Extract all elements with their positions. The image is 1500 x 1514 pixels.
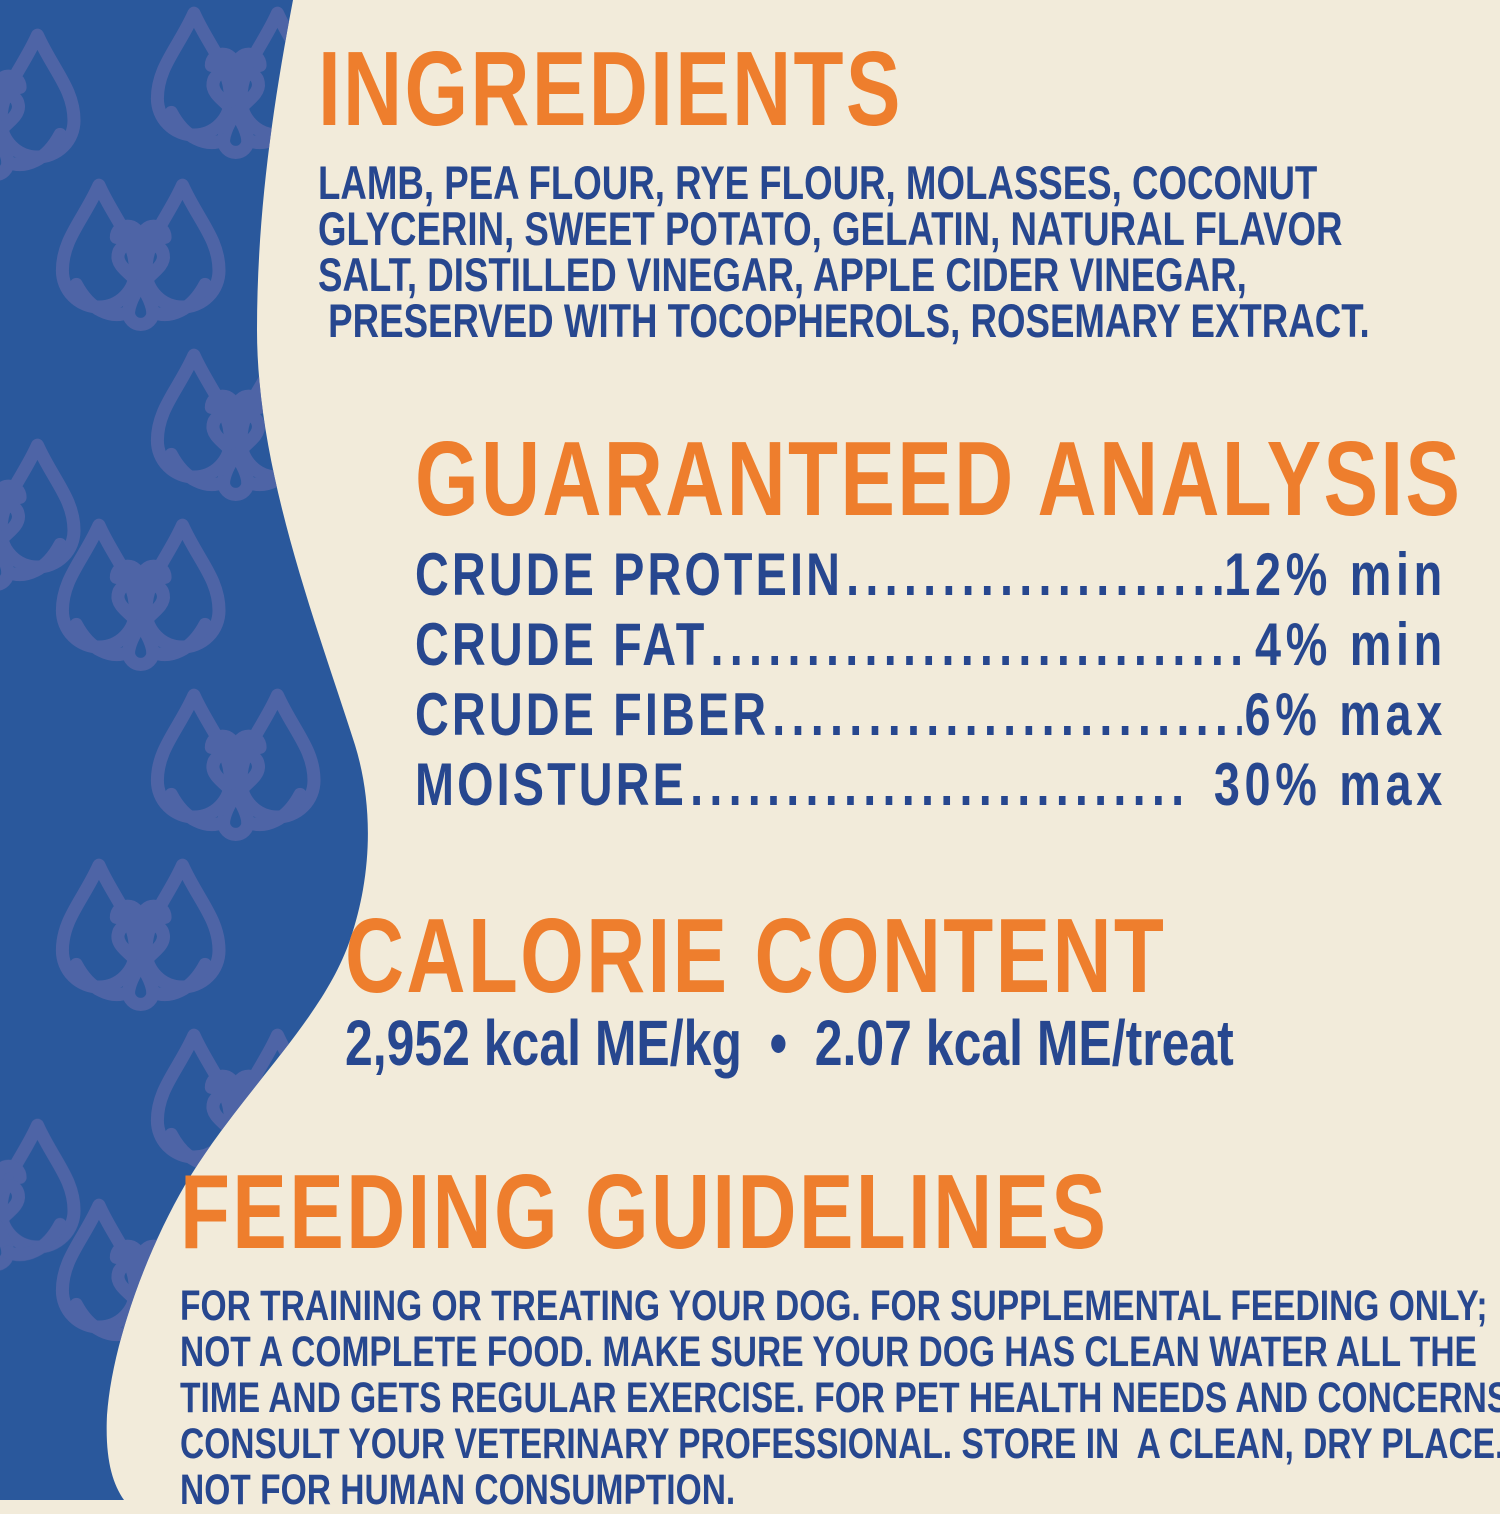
analysis-row-moisture: MOISTURE ...............................…	[415, 750, 1447, 820]
ingredients-line: LAMB, PEA FLOUR, RYE FLOUR, MOLASSES, CO…	[318, 156, 1318, 209]
feeding-line: NOT A COMPLETE FOOD. MAKE SURE YOUR DOG …	[180, 1328, 1477, 1376]
analysis-row-crude-fiber: CRUDE FIBER ............................…	[415, 680, 1447, 750]
dot-leader: ........................................…	[690, 751, 1193, 818]
analysis-row-crude-protein: CRUDE PROTEIN ..........................…	[415, 540, 1447, 610]
guaranteed-analysis-heading: GUARANTEED ANALYSIS	[415, 420, 1463, 538]
calorie-content-heading: CALORIE CONTENT	[345, 897, 1167, 1015]
feeding-line: TIME AND GETS REGULAR EXERCISE. FOR PET …	[180, 1374, 1500, 1422]
analysis-label: CRUDE FIBER	[415, 681, 770, 748]
dot-leader: ........................................…	[772, 681, 1242, 748]
ingredients-text: LAMB, PEA FLOUR, RYE FLOUR, MOLASSES, CO…	[318, 156, 1410, 347]
ingredients-line: GLYCERIN, SWEET POTATO, GELATIN, NATURAL…	[318, 202, 1343, 255]
analysis-label: CRUDE FAT	[415, 611, 708, 678]
ingredients-heading: INGREDIENTS	[318, 30, 903, 148]
analysis-row-crude-fat: CRUDE FAT ..............................…	[415, 610, 1447, 680]
feeding-guidelines-text: FOR TRAINING OR TREATING YOUR DOG. FOR S…	[180, 1283, 1500, 1513]
feeding-guidelines-heading: FEEDING GUIDELINES	[180, 1153, 1109, 1271]
analysis-value: 30% max	[1196, 751, 1447, 818]
dot-leader: ........................................…	[846, 541, 1221, 608]
analysis-label: MOISTURE	[415, 751, 687, 818]
analysis-value: 4% min	[1255, 611, 1447, 678]
ingredients-line: SALT, DISTILLED VINEGAR, APPLE CIDER VIN…	[318, 248, 1247, 301]
analysis-value: 12% min	[1224, 541, 1447, 608]
feeding-line: CONSULT YOUR VETERINARY PROFESSIONAL. ST…	[180, 1420, 1500, 1468]
dot-leader: ........................................…	[710, 611, 1252, 678]
guaranteed-analysis-table: CRUDE PROTEIN ..........................…	[415, 540, 1447, 820]
feeding-line: NOT FOR HUMAN CONSUMPTION.	[180, 1466, 736, 1514]
feeding-line: FOR TRAINING OR TREATING YOUR DOG. FOR S…	[180, 1282, 1488, 1330]
analysis-value: 6% max	[1244, 681, 1447, 748]
ingredients-line: PRESERVED WITH TOCOPHEROLS, ROSEMARY EXT…	[318, 294, 1370, 347]
analysis-label: CRUDE PROTEIN	[415, 541, 843, 608]
wave-shape	[0, 0, 368, 1500]
calorie-content-value: 2,952 kcal ME/kg • 2.07 kcal ME/treat	[345, 1007, 1234, 1079]
